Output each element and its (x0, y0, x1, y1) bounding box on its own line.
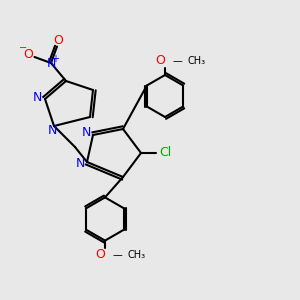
Text: O: O (96, 248, 105, 261)
Text: +: + (52, 54, 59, 64)
Text: −: − (19, 43, 27, 53)
Text: N: N (33, 91, 42, 104)
Text: O: O (54, 34, 63, 47)
Text: CH₃: CH₃ (128, 250, 146, 260)
Text: CH₃: CH₃ (188, 56, 206, 66)
Text: O: O (156, 54, 165, 68)
Text: —: — (112, 250, 122, 260)
Text: N: N (48, 124, 57, 137)
Text: N: N (76, 157, 85, 170)
Text: N: N (82, 125, 91, 139)
Text: Cl: Cl (159, 146, 171, 160)
Text: O: O (24, 47, 33, 61)
Text: —: — (172, 56, 182, 66)
Text: N: N (46, 56, 56, 70)
